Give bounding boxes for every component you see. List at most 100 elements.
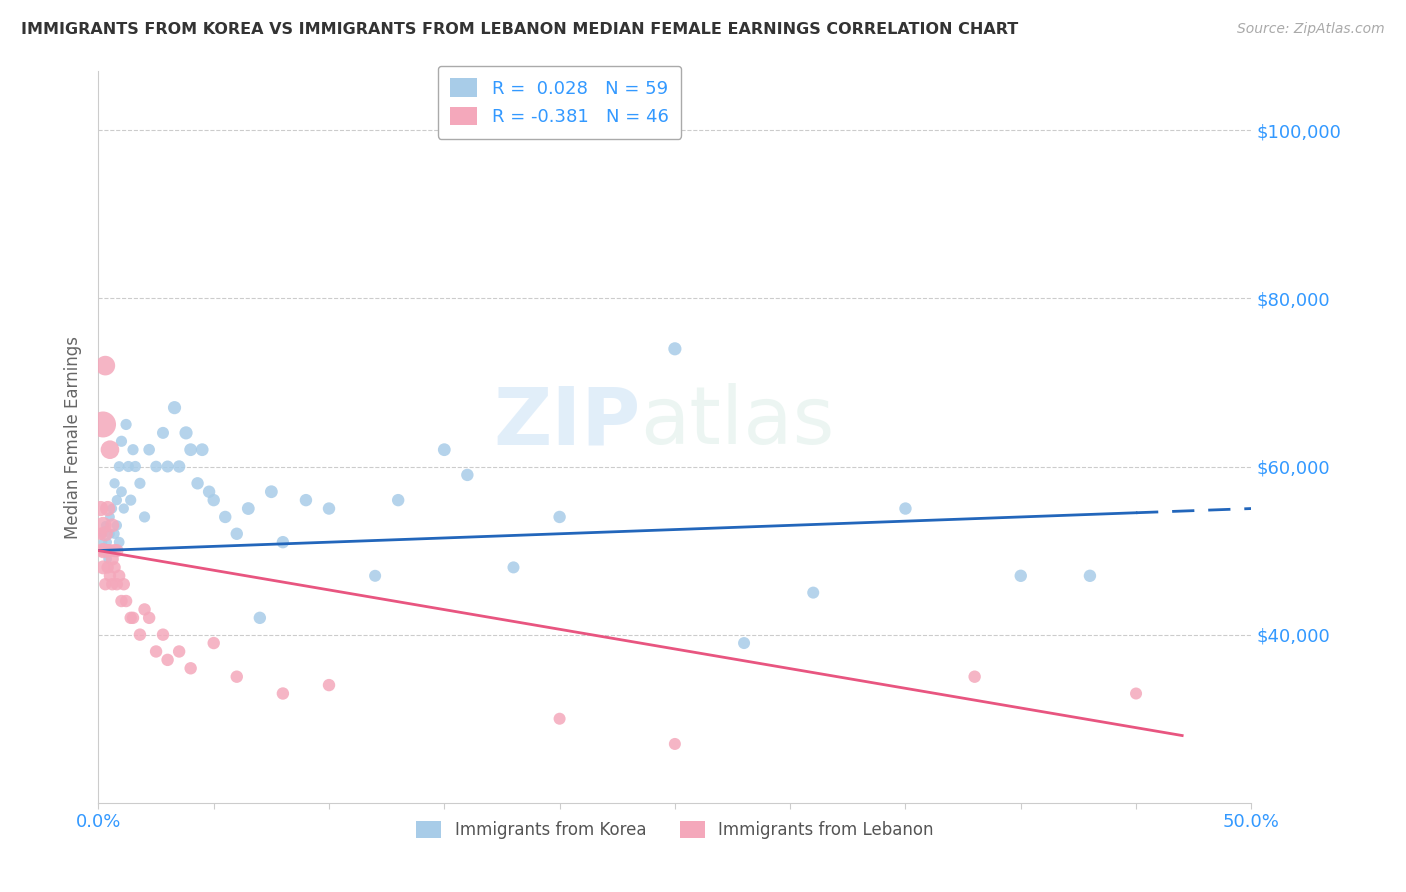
Point: [187, 476, 209, 491]
Point: [260, 484, 283, 499]
Point: [271, 535, 294, 549]
Point: [101, 518, 124, 533]
Point: [91, 417, 114, 432]
Point: [271, 686, 294, 700]
Point: [108, 459, 131, 474]
Point: [364, 569, 387, 583]
Point: [167, 459, 190, 474]
Point: [120, 611, 142, 625]
Point: [122, 442, 145, 457]
Point: [91, 526, 114, 541]
Point: [152, 627, 174, 641]
Point: [103, 526, 125, 541]
Point: [90, 543, 112, 558]
Point: [174, 425, 197, 440]
Point: [94, 577, 117, 591]
Point: [163, 401, 186, 415]
Point: [664, 737, 686, 751]
Point: [97, 560, 120, 574]
Point: [98, 510, 121, 524]
Point: [94, 543, 117, 558]
Point: [963, 670, 986, 684]
Point: [94, 518, 117, 533]
Point: [91, 543, 114, 558]
Point: [94, 359, 117, 373]
Text: ZIP: ZIP: [494, 384, 640, 461]
Point: [101, 501, 124, 516]
Point: [103, 543, 125, 558]
Point: [97, 552, 120, 566]
Point: [129, 627, 152, 641]
Text: atlas: atlas: [640, 384, 835, 461]
Point: [548, 712, 571, 726]
Point: [103, 476, 125, 491]
Point: [91, 560, 114, 574]
Point: [138, 611, 160, 625]
Point: [101, 577, 124, 591]
Point: [101, 552, 124, 566]
Point: [105, 577, 128, 591]
Point: [120, 493, 142, 508]
Point: [202, 636, 225, 650]
Point: [103, 560, 125, 574]
Point: [152, 425, 174, 440]
Point: [112, 501, 135, 516]
Point: [90, 526, 112, 541]
Point: [124, 459, 146, 474]
Point: [145, 644, 167, 658]
Point: [105, 543, 128, 558]
Point: [664, 342, 686, 356]
Point: [108, 569, 131, 583]
Point: [502, 560, 524, 574]
Legend: Immigrants from Korea, Immigrants from Lebanon: Immigrants from Korea, Immigrants from L…: [409, 814, 941, 846]
Point: [110, 594, 132, 608]
Point: [90, 543, 112, 558]
Point: [225, 526, 247, 541]
Point: [387, 493, 409, 508]
Point: [138, 442, 160, 457]
Point: [97, 543, 120, 558]
Point: [180, 661, 202, 675]
Point: [198, 484, 221, 499]
Point: [238, 501, 260, 516]
Point: [112, 577, 135, 591]
Point: [214, 510, 236, 524]
Point: [122, 611, 145, 625]
Point: [101, 543, 124, 558]
Point: [97, 535, 120, 549]
Point: [318, 678, 340, 692]
Point: [108, 535, 131, 549]
Point: [98, 569, 121, 583]
Point: [94, 526, 117, 541]
Point: [90, 501, 112, 516]
Point: [180, 442, 202, 457]
Point: [134, 510, 156, 524]
Point: [156, 459, 179, 474]
Point: [295, 493, 318, 508]
Point: [97, 501, 120, 516]
Point: [105, 518, 128, 533]
Point: [156, 653, 179, 667]
Text: IMMIGRANTS FROM KOREA VS IMMIGRANTS FROM LEBANON MEDIAN FEMALE EARNINGS CORRELAT: IMMIGRANTS FROM KOREA VS IMMIGRANTS FROM…: [21, 22, 1018, 37]
Point: [548, 510, 571, 524]
Point: [91, 518, 114, 533]
Point: [117, 459, 139, 474]
Point: [98, 543, 121, 558]
Point: [91, 535, 114, 549]
Point: [167, 644, 190, 658]
Point: [249, 611, 271, 625]
Point: [134, 602, 156, 616]
Point: [894, 501, 917, 516]
Point: [129, 476, 152, 491]
Point: [733, 636, 755, 650]
Point: [801, 585, 824, 599]
Point: [318, 501, 340, 516]
Point: [433, 442, 456, 457]
Point: [110, 434, 132, 449]
Point: [115, 594, 138, 608]
Point: [456, 467, 478, 482]
Point: [110, 484, 132, 499]
Point: [1010, 569, 1032, 583]
Point: [105, 493, 128, 508]
Y-axis label: Median Female Earnings: Median Female Earnings: [65, 335, 83, 539]
